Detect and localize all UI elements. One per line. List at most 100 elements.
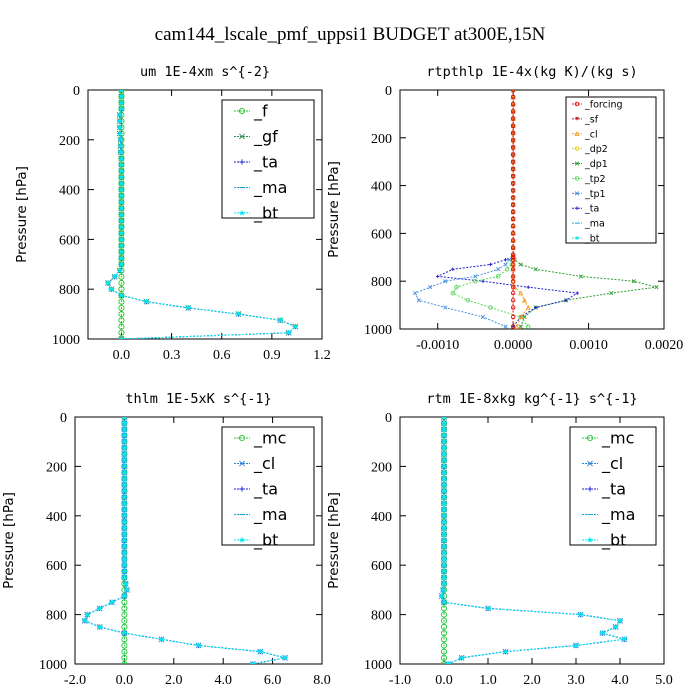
data-point: [631, 279, 636, 284]
data-point: [510, 284, 516, 290]
data-point: [117, 242, 125, 249]
legend-label: _ma: [253, 505, 287, 525]
data-point: [440, 630, 448, 637]
y-tick-label: 800: [371, 609, 392, 624]
data-point: [510, 90, 516, 93]
data-point: [443, 305, 448, 310]
data-point: [234, 310, 242, 317]
data-point: [504, 267, 510, 272]
data-point: [440, 506, 448, 513]
data-point: [117, 335, 125, 339]
y-tick-label: 1000: [364, 658, 392, 673]
legend-label: _bt: [253, 204, 278, 224]
x-tick-label: 0.6: [213, 348, 231, 363]
data-point: [576, 611, 584, 618]
data-point: [510, 223, 516, 229]
data-point: [488, 262, 493, 267]
data-point: [117, 223, 125, 230]
legend-label: _sf: [584, 114, 599, 125]
data-point: [440, 537, 448, 544]
data-point: [598, 629, 606, 636]
data-point: [440, 642, 448, 649]
data-point: [116, 130, 124, 137]
data-point: [118, 298, 125, 305]
legend-box: [221, 426, 315, 546]
data-point: [440, 549, 448, 556]
data-point: [507, 257, 512, 262]
data-point: [120, 555, 128, 562]
data-point: [117, 192, 125, 199]
legend-box: [565, 96, 657, 244]
data-point: [510, 290, 516, 296]
legend-marker: [239, 486, 245, 492]
data-point: [120, 567, 128, 575]
y-tick-label: 200: [371, 132, 392, 147]
legend-label: _dp1: [584, 159, 608, 170]
data-point: [510, 245, 516, 250]
series-bt: [438, 417, 628, 664]
data-point: [510, 255, 516, 260]
data-point: [510, 262, 516, 267]
data-point: [117, 260, 125, 268]
legend-label: _ma: [253, 178, 287, 198]
data-point: [510, 195, 516, 200]
data-point: [120, 438, 128, 445]
data-point: [116, 123, 124, 131]
data-point: [465, 298, 471, 303]
legend-marker: [586, 536, 594, 543]
series-line: [107, 90, 297, 339]
y-axis-label: Pressure [hPa]: [326, 492, 342, 589]
y-tick-label: 0: [73, 84, 80, 99]
legend-label: _ma: [601, 505, 635, 525]
data-point: [440, 475, 448, 482]
data-point: [440, 419, 448, 426]
legend-marker: [238, 107, 246, 115]
data-point: [121, 654, 128, 661]
x-tick-label: -1.0: [389, 673, 411, 688]
panel-title: rtpthlp 1E-4x(kg K)/(kg s): [426, 64, 637, 80]
data-point: [510, 173, 516, 179]
data-point: [616, 617, 624, 624]
data-point: [440, 524, 448, 531]
data-point: [510, 278, 516, 284]
data-point: [609, 291, 614, 296]
legend-label: _cl: [253, 454, 275, 474]
legend-marker: [574, 130, 580, 137]
data-point: [120, 537, 128, 544]
legend-marker: [587, 460, 593, 467]
data-point: [575, 291, 580, 295]
series-line: [414, 90, 514, 328]
data-point: [440, 499, 448, 507]
data-point: [510, 123, 516, 129]
y-tick-label: 400: [371, 180, 392, 195]
legend-marker: [574, 176, 580, 181]
data-point: [117, 291, 125, 299]
x-tick-label: 4.0: [214, 673, 232, 688]
data-point: [118, 311, 125, 318]
data-point: [120, 456, 128, 464]
data-point: [521, 297, 527, 303]
y-tick-label: 1000: [364, 323, 392, 338]
data-point: [440, 469, 448, 476]
legend-label: _forcing: [584, 100, 623, 111]
legend-label: _f: [253, 102, 268, 122]
data-point: [440, 481, 448, 488]
data-point: [440, 444, 448, 451]
data-point: [96, 604, 104, 612]
data-point: [612, 623, 620, 630]
plot-frame: [74, 416, 323, 665]
data-point: [526, 285, 531, 289]
x-tick-label: 6.0: [264, 673, 282, 688]
data-point: [510, 152, 516, 157]
data-point: [118, 329, 125, 336]
data-point: [157, 635, 165, 643]
data-point: [510, 202, 516, 207]
series-ta: [435, 90, 580, 329]
data-point: [96, 623, 104, 630]
data-point: [120, 524, 128, 531]
y-axis-label: Pressure [hPa]: [326, 161, 342, 258]
data-point: [117, 211, 125, 218]
x-tick-label: 2.0: [523, 673, 541, 688]
data-point: [121, 617, 128, 624]
series-tp2: [450, 90, 531, 329]
